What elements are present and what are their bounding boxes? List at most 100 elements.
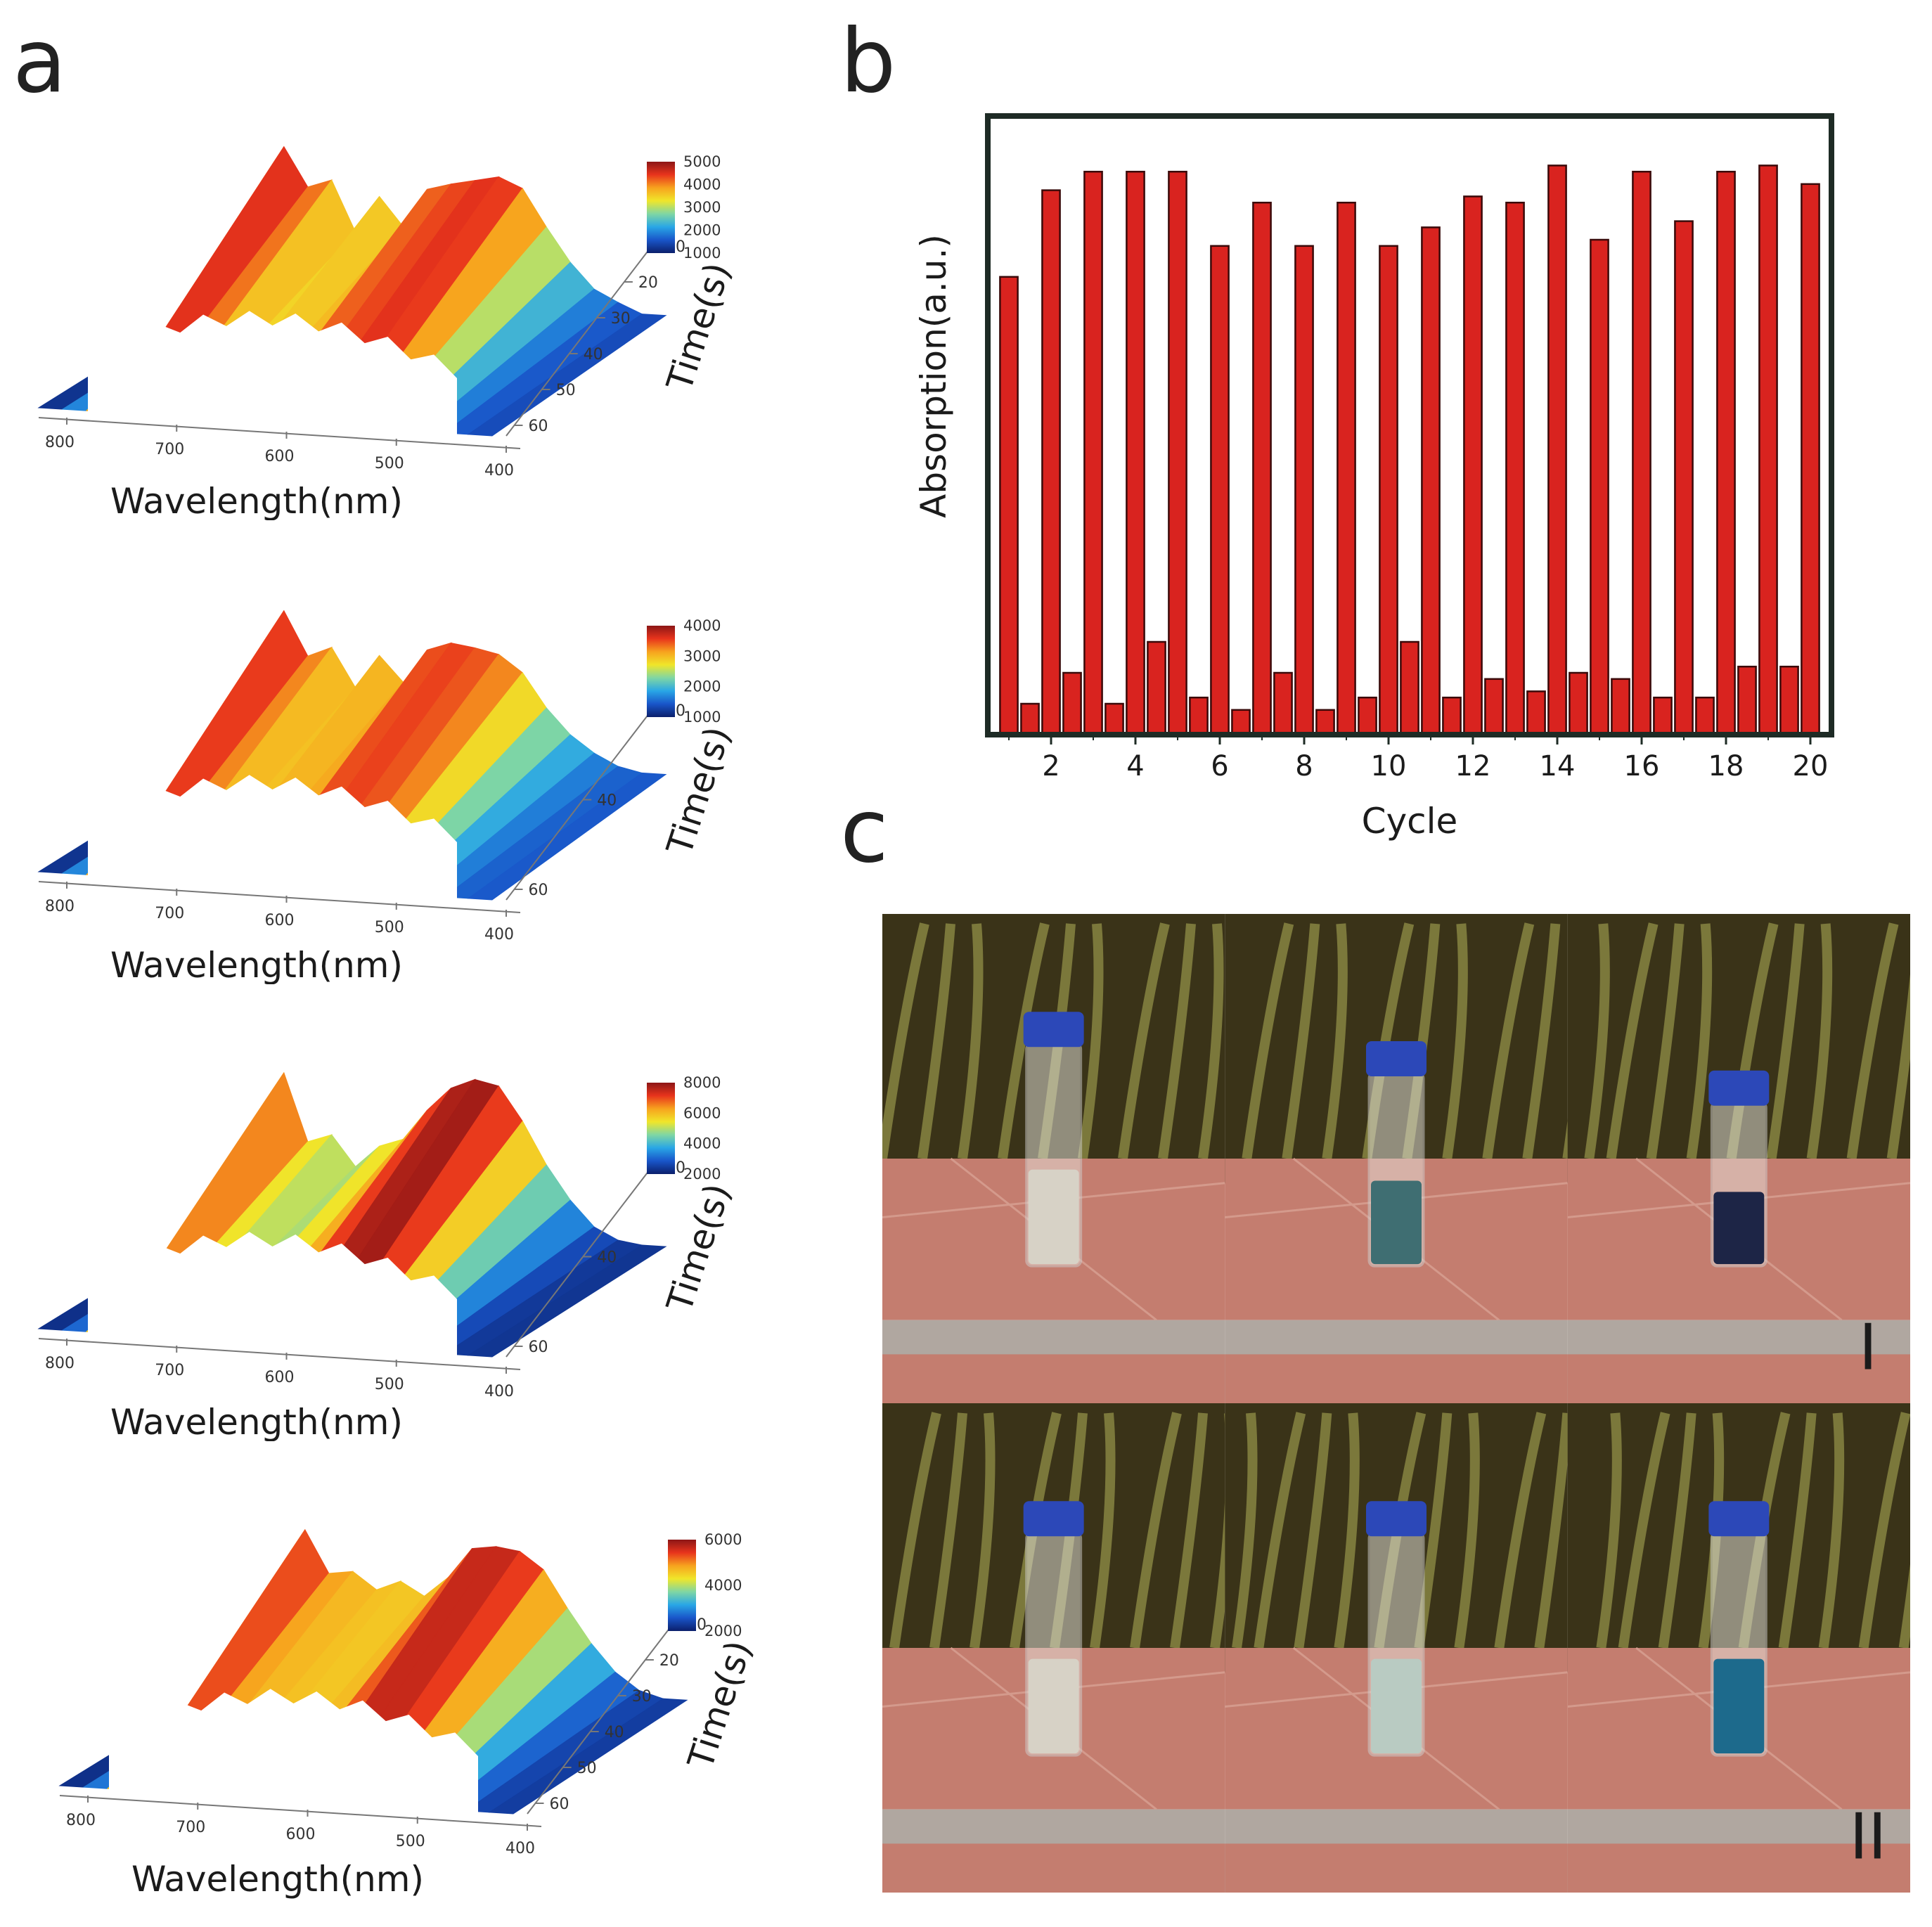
- x-tick-label: 4: [1126, 750, 1144, 782]
- leaf: [1170, 1412, 1208, 1649]
- bar-high-2: [1041, 189, 1061, 736]
- x-axis: 800 700 600 500 400 Wavelength(nm): [59, 1795, 542, 1900]
- bar-high-20: [1801, 183, 1820, 736]
- y-axis-label: Absorption(a.u.): [913, 234, 954, 518]
- colorbar-tick-label: 1000: [683, 709, 721, 726]
- bar-low-19: [1779, 665, 1799, 736]
- panel-label-c: c: [840, 780, 889, 882]
- y-tick-label: 30: [611, 310, 631, 328]
- vial-liquid: [1028, 1169, 1079, 1265]
- bar-low-3: [1105, 702, 1124, 736]
- x-tick-label: 400: [484, 1383, 514, 1400]
- bar-low-13: [1526, 690, 1546, 736]
- leaf: [1334, 1412, 1360, 1649]
- bar-high-5: [1168, 170, 1187, 736]
- y-tick-label: 60: [529, 418, 548, 435]
- bar-low-12: [1484, 678, 1504, 736]
- x-tick-label: 600: [286, 1826, 316, 1843]
- leaf: [1522, 923, 1561, 1159]
- ledge-base: [882, 1843, 1225, 1893]
- x-tick-label: 6: [1211, 750, 1228, 782]
- x-axis-label: Wavelength(nm): [110, 1402, 403, 1441]
- bar-high-10: [1379, 245, 1398, 736]
- y-axis-line: [527, 1602, 690, 1815]
- bar-low-16: [1653, 696, 1673, 736]
- x-tick-label: 800: [45, 898, 75, 915]
- leaf: [1898, 1564, 1910, 1649]
- bar-high-15: [1590, 238, 1609, 736]
- bar-high-4: [1126, 170, 1145, 736]
- leaf: [917, 923, 955, 1159]
- colorbar-tick-label: 5000: [683, 153, 721, 170]
- leaf: [1806, 923, 1833, 1159]
- colorbar: 6000 4000 2000: [668, 1531, 742, 1639]
- colorbar-tick-label: 4000: [704, 1577, 742, 1594]
- bar-high-8: [1294, 245, 1314, 736]
- photo-2-3: [1567, 1403, 1910, 1893]
- colorbar-tick-label: 3000: [683, 647, 721, 664]
- leaf: [1158, 923, 1196, 1159]
- x-tick-label: 700: [155, 1362, 184, 1379]
- colorbar-tick-label: 3000: [683, 199, 721, 216]
- row-label: II: [1849, 1800, 1886, 1874]
- bar-low-9: [1358, 696, 1377, 736]
- bar-low-14: [1569, 671, 1588, 736]
- surface-gap: [88, 775, 457, 914]
- vial-cap: [1366, 1501, 1427, 1537]
- x-tick-label: 16: [1624, 750, 1660, 782]
- x-tick-label: 700: [155, 441, 184, 458]
- bar-low-1: [1020, 702, 1040, 736]
- colorbar-tick-label: 4000: [683, 1135, 721, 1152]
- x-tick-label: 700: [155, 905, 184, 922]
- x-tick-label: 700: [176, 1819, 205, 1836]
- y-tick-label: 40: [597, 792, 617, 810]
- leaf: [1442, 923, 1468, 1159]
- bar-high-9: [1337, 201, 1356, 736]
- surface-plot-1: 800 700 600 500 400Wavelength(nm)10203040506…: [37, 146, 738, 520]
- y-tick-label: 20: [659, 1652, 679, 1670]
- leaf: [970, 1412, 996, 1649]
- colorbar: 4000 3000 2000 1000: [647, 617, 721, 726]
- leaf: [1584, 923, 1610, 1159]
- leaf: [1118, 922, 1170, 1159]
- leaf: [1198, 923, 1224, 1159]
- photo-1-1: [882, 914, 1225, 1403]
- bar-low-10: [1400, 640, 1419, 736]
- photo-2-2: [1225, 1403, 1573, 1893]
- bar-high-3: [1083, 170, 1103, 736]
- y-tick-label: 60: [529, 882, 548, 899]
- panel-label-b: b: [840, 11, 896, 112]
- vial-cap: [1366, 1040, 1427, 1076]
- x-tick-label: 400: [484, 462, 514, 479]
- y-tick-label: 60: [550, 1796, 569, 1813]
- y-tick-label: 40: [597, 1249, 617, 1267]
- bar-high-17: [1674, 220, 1694, 736]
- vial-liquid: [1371, 1658, 1422, 1754]
- x-tick-label: 500: [375, 919, 404, 936]
- colorbar-tick-label: 6000: [683, 1104, 721, 1121]
- x-tick-label: 500: [375, 1376, 404, 1393]
- vial-cap: [1023, 1012, 1084, 1048]
- ledge-base: [1567, 1843, 1910, 1893]
- leaf: [1646, 923, 1685, 1159]
- leaf: [1078, 923, 1104, 1159]
- colorbar-tick-label: 4000: [683, 176, 721, 193]
- bar-high-6: [1210, 245, 1230, 736]
- leaf: [1294, 1412, 1332, 1649]
- colorbar-gradient: [647, 626, 675, 717]
- x-axis: 800 700 600 500 400 Wavelength(nm): [38, 881, 521, 984]
- surface-group: [37, 610, 667, 914]
- colorbar: 5000 4000 3000 2000 1000: [647, 153, 721, 262]
- leaf: [1242, 922, 1294, 1159]
- x-tick-label: 18: [1708, 750, 1744, 782]
- leaf: [1606, 922, 1659, 1159]
- x-tick-label: 500: [396, 1833, 425, 1850]
- ledge-base: [882, 1354, 1225, 1403]
- leaf: [1658, 1412, 1696, 1649]
- colorbar-tick-label: 2000: [683, 222, 721, 239]
- colorbar-gradient: [647, 162, 675, 253]
- x-axis-label: Wavelength(nm): [131, 1859, 424, 1900]
- x-axis-label: Cycle: [1362, 801, 1458, 842]
- y-axis-label: Time(s): [680, 1636, 759, 1774]
- ledge-base: [1225, 1843, 1568, 1893]
